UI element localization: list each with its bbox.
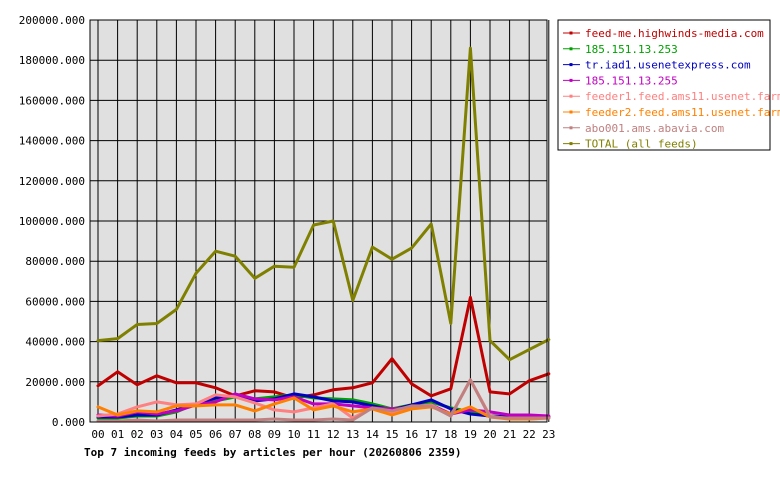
series-line-abo001-ams-abavia-com	[96, 378, 551, 423]
legend-marker-feeder1-feed-ams11-usenet-farm	[569, 94, 573, 98]
legend-marker-feed-me-highwinds-media-com	[569, 31, 573, 35]
x-tick-label: 16	[405, 428, 418, 441]
x-tick-label: 09	[268, 428, 281, 441]
legend-entry-185-151-13-255: 185.151.13.255	[585, 74, 678, 87]
legend-entry-185-151-13-253: 185.151.13.253	[585, 43, 678, 56]
series-line-total-all-feeds	[96, 46, 551, 362]
x-tick-label: 18	[444, 428, 457, 441]
legend-marker-feeder2-feed-ams11-usenet-farm	[569, 110, 573, 114]
x-tick-label: 05	[189, 428, 202, 441]
x-tick-label: 11	[307, 428, 320, 441]
y-tick-label: 180000.000	[19, 54, 85, 67]
x-tick-label: 22	[523, 428, 536, 441]
legend-marker-185-151-13-253	[569, 47, 573, 51]
series-lines	[96, 46, 551, 423]
x-tick-label: 15	[385, 428, 398, 441]
x-tick-label: 13	[346, 428, 359, 441]
x-tick-label: 12	[327, 428, 340, 441]
chart-title: Top 7 incoming feeds by articles per hou…	[84, 446, 462, 459]
x-tick-label: 21	[503, 428, 516, 441]
legend-box	[557, 19, 771, 151]
plot-border	[89, 19, 548, 423]
x-tick-label: 17	[425, 428, 438, 441]
legend-entry-total-all-feeds: TOTAL (all feeds)	[585, 138, 698, 151]
y-tick-label: 100000.000	[19, 215, 85, 228]
x-tick-label: 00	[91, 428, 104, 441]
x-tick-label: 02	[131, 428, 144, 441]
x-tick-label: 23	[542, 428, 555, 441]
legend-marker-abo001-ams-abavia-com	[569, 126, 573, 130]
y-tick-labels: 0.000 20000.000 40000.000 60000.000 80000.00…	[19, 14, 85, 429]
x-tick-label: 19	[464, 428, 477, 441]
y-tick-label: 60000.000	[25, 295, 85, 308]
x-tick-label: 04	[170, 428, 184, 441]
x-tick-label: 06	[209, 428, 222, 441]
legend-marker-185-151-13-255	[569, 78, 573, 82]
y-tick-label: 40000.000	[25, 336, 85, 349]
legend-marker-tr-iad1-usenetexpress-com	[569, 63, 573, 67]
y-tick-label: 160000.000	[19, 94, 85, 107]
y-tick-label: 80000.000	[25, 255, 85, 268]
y-tick-label: 140000.000	[19, 135, 85, 148]
legend-entry-feeder2-feed-ams11-usenet-farm: feeder2.feed.ams11.usenet.farm	[585, 106, 780, 119]
y-tick-label: 120000.000	[19, 175, 85, 188]
legend: feed-me.highwinds-media.com 185.151.13.25…	[557, 19, 780, 151]
legend-entry-feeder1-feed-ams11-usenet-farm: feeder1.feed.ams11.usenet.farm	[585, 90, 780, 103]
x-tick-labels: 00 01 02 03 04 05 06 07 08 09 10 11 12 13 14 15 16 17 18 19…	[91, 428, 555, 441]
series-line-feeder2-feed-ams11-usenet-farm	[96, 396, 551, 421]
x-tick-label: 10	[287, 428, 300, 441]
y-tick-label: 20000.000	[25, 376, 85, 389]
x-tick-label: 03	[150, 428, 163, 441]
x-tick-label: 08	[248, 428, 261, 441]
x-tick-label: 07	[229, 428, 242, 441]
series-line-feed-me-highwinds-media-com	[96, 295, 551, 400]
y-tick-label: 200000.000	[19, 14, 85, 27]
x-tick-label: 20	[483, 428, 496, 441]
legend-marker-total-all-feeds	[569, 142, 573, 146]
legend-entry-feed-me-highwinds-media-com: feed-me.highwinds-media.com	[585, 27, 764, 40]
legend-entry-abo001-ams-abavia-com: abo001.ams.abavia.com	[585, 122, 724, 135]
y-tick-label: 0.000	[52, 416, 85, 429]
x-tick-label: 01	[111, 428, 124, 441]
x-tick-label: 14	[366, 428, 380, 441]
legend-entry-tr-iad1-usenetexpress-com: tr.iad1.usenetexpress.com	[585, 59, 751, 72]
